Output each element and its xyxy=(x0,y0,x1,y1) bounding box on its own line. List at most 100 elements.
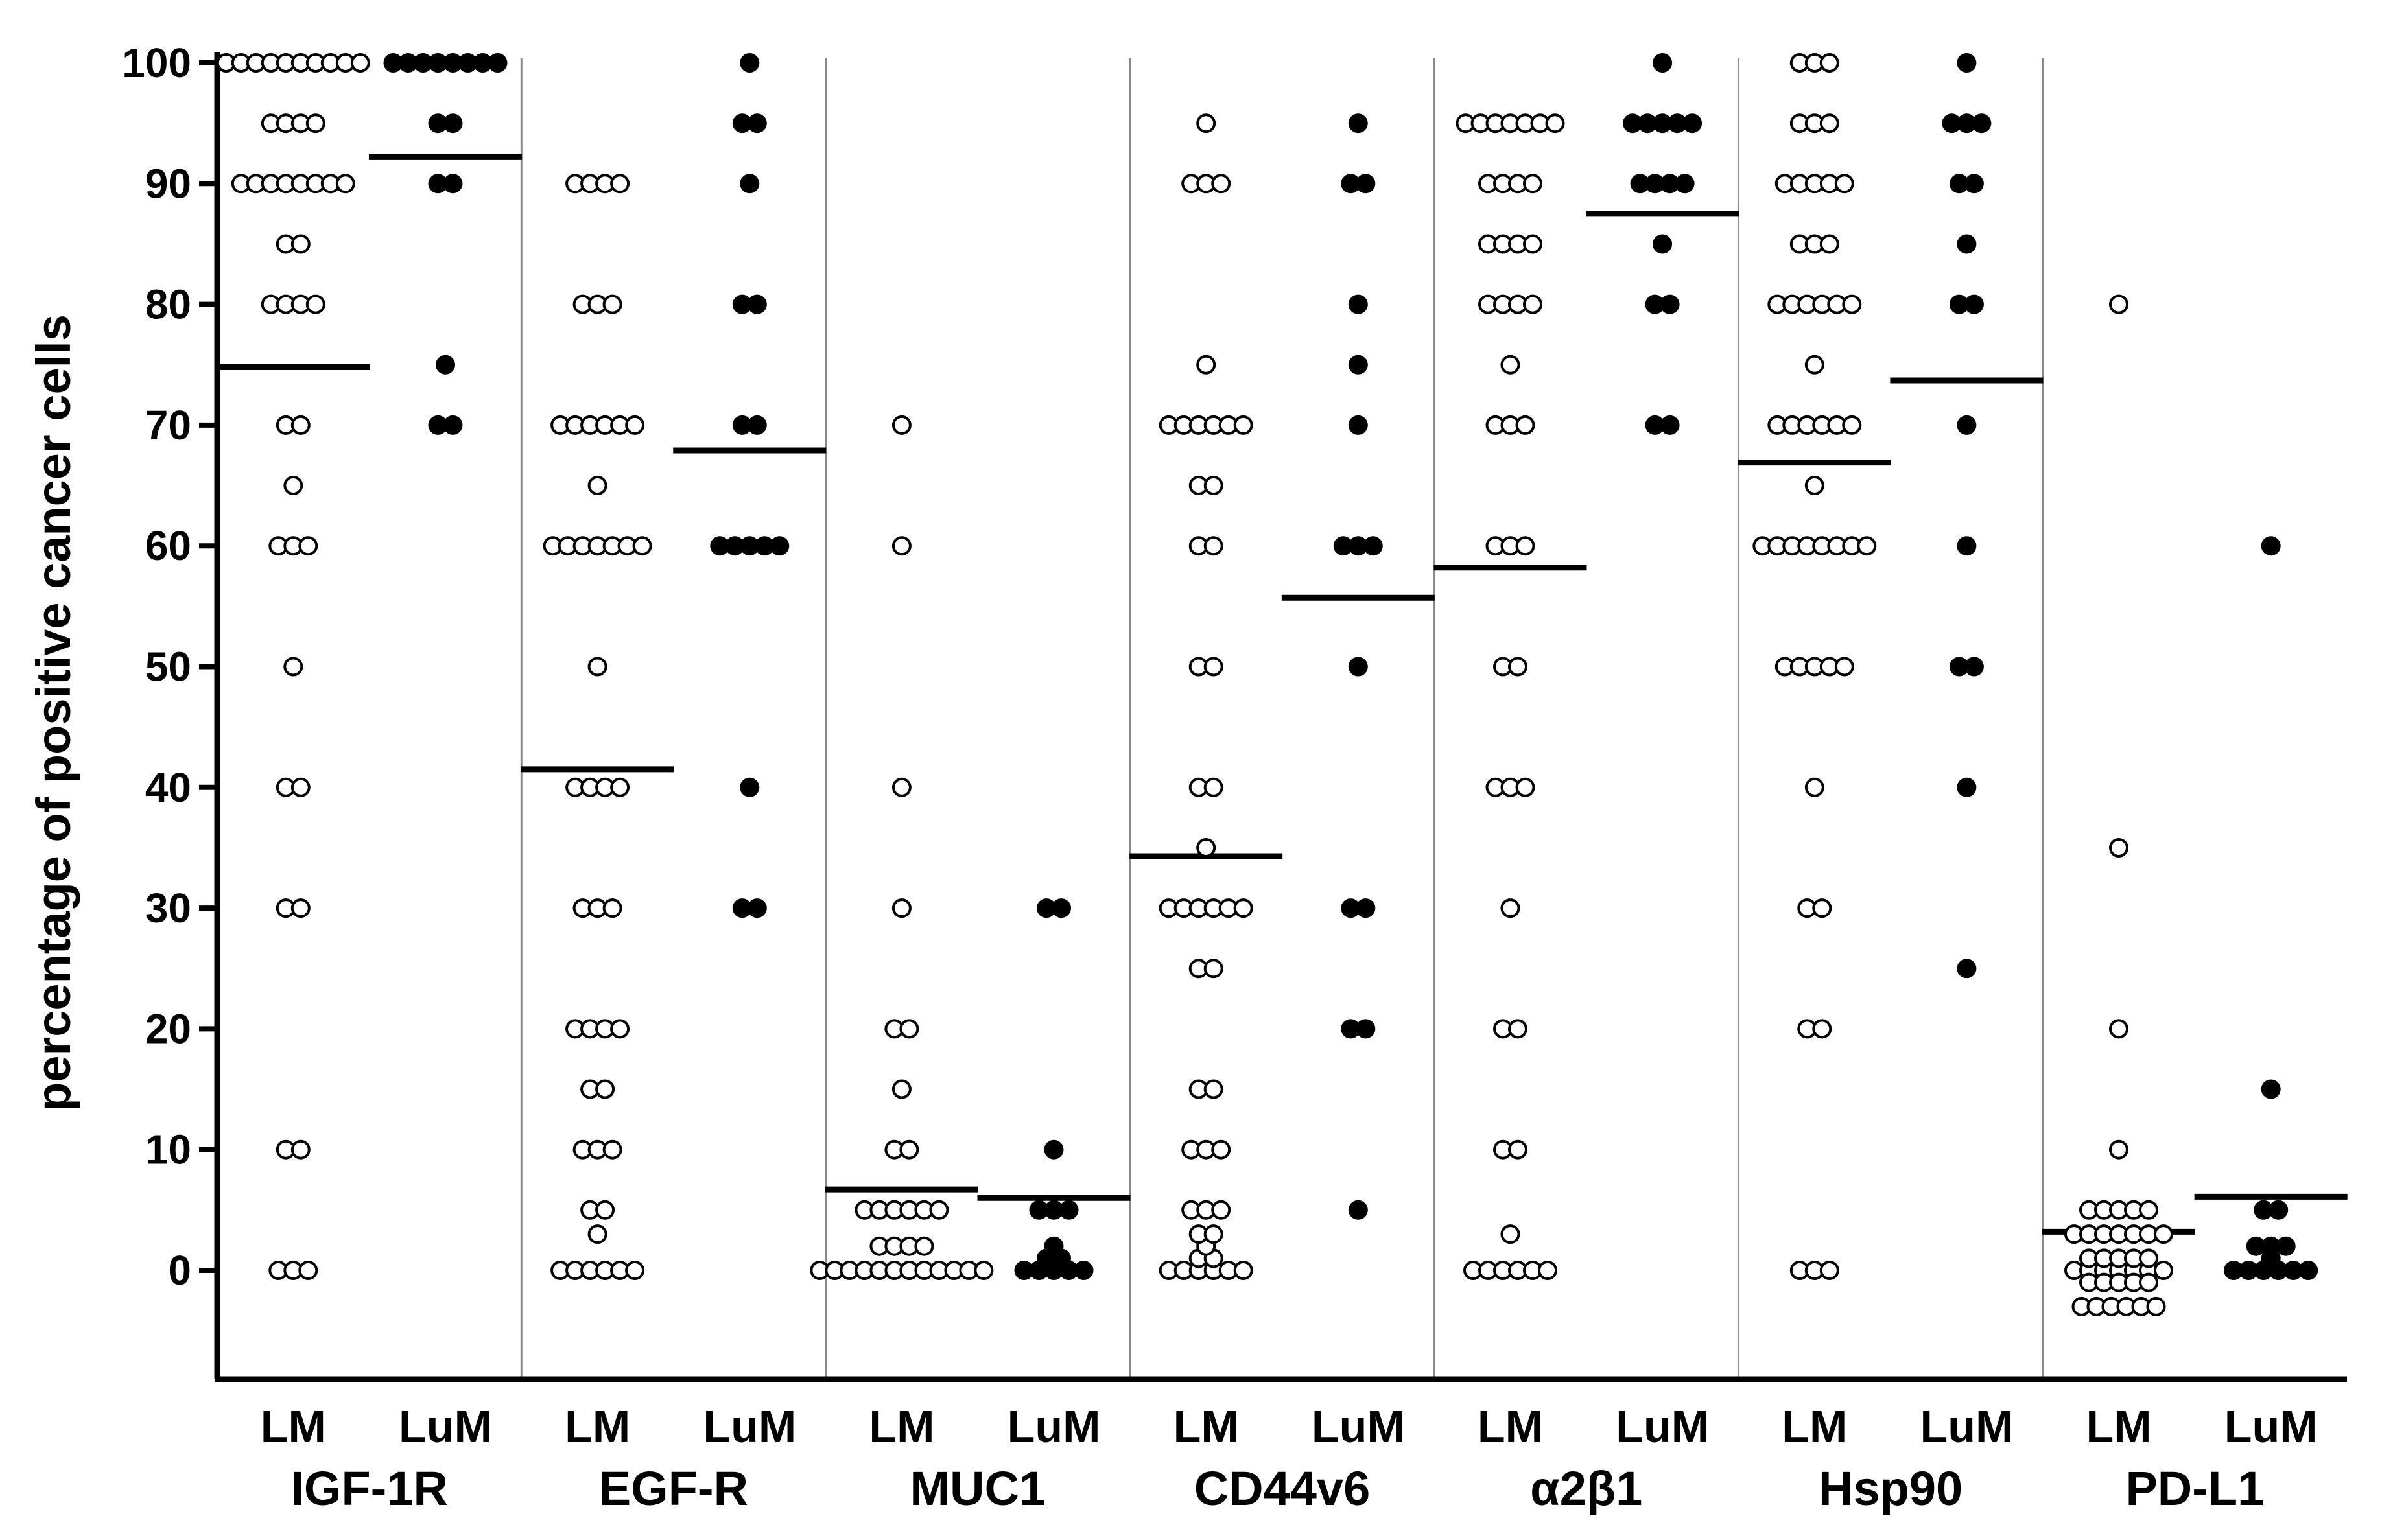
data-point xyxy=(2261,536,2281,556)
y-tick-label: 10 xyxy=(145,1126,191,1173)
data-point xyxy=(1957,415,1977,435)
data-point xyxy=(1059,1200,1079,1220)
data-point xyxy=(1044,1139,1064,1160)
data-point xyxy=(290,777,311,797)
data-point xyxy=(1842,294,1862,314)
data-point xyxy=(1515,536,1535,556)
data-point xyxy=(625,1261,645,1280)
data-point xyxy=(1819,53,1839,73)
series-label: LuM xyxy=(1008,1401,1101,1452)
series-label: LuM xyxy=(1312,1401,1405,1452)
data-point xyxy=(2139,1248,2158,1268)
data-point xyxy=(1356,174,1376,194)
x-labels: LM LuM IGF-1R LM LuM EGF-R LM LuM MUC1 LM LuM CD44v… xyxy=(261,1401,2318,1515)
data-point xyxy=(610,174,630,194)
data-point xyxy=(610,1019,630,1039)
data-point xyxy=(1348,113,1368,134)
data-point xyxy=(1203,959,1223,979)
data-point xyxy=(1819,113,1839,134)
data-point xyxy=(1515,777,1535,797)
data-point xyxy=(1508,1019,1527,1039)
y-tick-label: 60 xyxy=(145,522,191,569)
data-point xyxy=(290,1139,311,1160)
data-point xyxy=(899,1139,919,1160)
axes xyxy=(214,52,2347,1382)
data-point xyxy=(2154,1261,2173,1280)
data-point xyxy=(1957,536,1977,556)
data-point xyxy=(1203,1224,1223,1244)
data-point xyxy=(1660,294,1680,314)
data-point xyxy=(2109,294,2128,314)
data-point xyxy=(1211,1139,1231,1160)
series-label: LM xyxy=(1173,1401,1239,1452)
data-point xyxy=(595,1200,615,1220)
data-point xyxy=(1523,234,1542,254)
marker-label: IGF-1R xyxy=(290,1462,448,1515)
data-point xyxy=(1964,657,1984,677)
data-point xyxy=(740,53,760,73)
data-point xyxy=(602,898,622,918)
y-tick-label: 40 xyxy=(145,764,191,811)
data-point xyxy=(1972,113,1992,134)
data-point xyxy=(1196,838,1216,858)
data-point xyxy=(1957,777,1977,797)
data-point xyxy=(1203,536,1223,556)
data-point xyxy=(974,1261,994,1280)
series-label: LM xyxy=(261,1401,326,1452)
data-point xyxy=(298,1261,318,1280)
data-point xyxy=(1834,657,1854,677)
y-tick-label: 90 xyxy=(145,160,191,207)
data-point xyxy=(1653,234,1673,254)
data-point xyxy=(1682,113,1703,134)
data-point xyxy=(2269,1200,2289,1220)
data-point xyxy=(1203,657,1223,677)
data-point xyxy=(2261,1079,2281,1099)
data-point xyxy=(335,174,355,194)
data-point xyxy=(587,1224,607,1244)
data-point xyxy=(1500,355,1520,375)
data-point xyxy=(488,53,508,73)
data-point xyxy=(2109,1139,2128,1160)
data-point xyxy=(1675,174,1695,194)
data-point xyxy=(443,415,463,435)
data-point xyxy=(1203,1079,1223,1099)
data-point xyxy=(1653,53,1673,73)
data-point xyxy=(305,294,325,314)
data-point xyxy=(740,777,760,797)
data-point xyxy=(290,898,311,918)
data-point xyxy=(899,1019,919,1039)
y-tick-label: 100 xyxy=(122,40,191,86)
data-point xyxy=(1203,476,1223,495)
data-point xyxy=(770,536,790,556)
data-point xyxy=(1964,174,1984,194)
data-point xyxy=(747,294,767,314)
data-point xyxy=(1660,415,1680,435)
series-label: LuM xyxy=(703,1401,796,1452)
data-point xyxy=(2154,1224,2173,1244)
data-point xyxy=(891,898,912,918)
data-point xyxy=(610,777,630,797)
data-point xyxy=(602,1139,622,1160)
data-point xyxy=(1233,415,1253,435)
data-points xyxy=(216,53,2318,1316)
data-point xyxy=(1203,777,1223,797)
data-point xyxy=(1348,1200,1368,1220)
data-point xyxy=(1819,234,1839,254)
data-point xyxy=(1348,355,1368,375)
data-point xyxy=(1356,898,1376,918)
data-point xyxy=(283,657,303,677)
group-separators xyxy=(520,58,2044,1379)
data-point xyxy=(1523,174,1542,194)
data-point xyxy=(1834,174,1854,194)
data-point xyxy=(1196,113,1216,134)
data-point xyxy=(1500,898,1520,918)
y-tick-label: 70 xyxy=(145,402,191,449)
data-point xyxy=(740,174,760,194)
data-point xyxy=(747,113,767,134)
data-point xyxy=(595,1079,615,1099)
data-point xyxy=(1233,898,1253,918)
data-point xyxy=(2139,1200,2158,1220)
data-point xyxy=(1074,1261,1094,1280)
data-point xyxy=(1523,294,1542,314)
data-point xyxy=(298,536,318,556)
